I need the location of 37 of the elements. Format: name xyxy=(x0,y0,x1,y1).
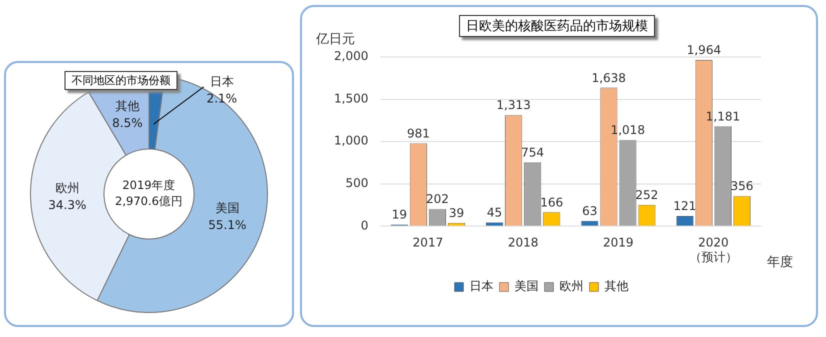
y-tick-label: 1,000 xyxy=(334,134,368,148)
y-tick-label: 0 xyxy=(360,218,368,232)
data-label: 981 xyxy=(406,126,430,140)
x-axis-title: 年度 xyxy=(767,254,793,270)
chart-title: 不同地区的市场份额 xyxy=(64,71,178,90)
y-tick-label: 500 xyxy=(345,176,368,190)
slice-label: 美国 xyxy=(215,201,240,216)
data-label: 121 xyxy=(673,199,696,214)
data-label: 39 xyxy=(448,206,464,220)
data-label: 1,313 xyxy=(496,98,531,112)
legend-label: 欧州 xyxy=(560,279,584,294)
x-tick-label: 2020 （预计） xyxy=(689,236,738,264)
data-label: 1,964 xyxy=(686,43,722,58)
data-label: 19 xyxy=(392,208,408,222)
text: 2019年度 2,970.6億円 xyxy=(115,178,183,208)
slice-label: 日本 xyxy=(210,74,234,88)
legend-label: 美国 xyxy=(514,279,538,294)
legend-label: 其他 xyxy=(604,279,628,294)
data-label: 55.1% xyxy=(208,218,246,232)
data-label: 166 xyxy=(540,195,564,210)
y-tick-label: 1,500 xyxy=(334,91,368,106)
data-label: 8.5% xyxy=(112,116,143,130)
data-label: 1,638 xyxy=(592,70,626,85)
data-label: 63 xyxy=(582,204,598,218)
chart-title: 日欧美的核酸医药品的市场规模 xyxy=(459,15,655,37)
data-label: 45 xyxy=(486,206,502,220)
data-label: 34.3% xyxy=(48,198,86,212)
x-tick-label: 2018 xyxy=(508,236,538,250)
y-axis-title: 亿日元 xyxy=(315,32,355,47)
slice-label: 欧州 xyxy=(55,180,80,195)
slice-label: 其他 xyxy=(115,98,140,113)
legend-label: 日本 xyxy=(470,279,494,294)
data-label: 252 xyxy=(635,188,658,202)
x-tick-label: 2017 xyxy=(412,236,444,250)
y-tick-label: 2,000 xyxy=(334,49,368,64)
data-label: 754 xyxy=(521,146,544,160)
x-tick-label: 2019 xyxy=(602,236,634,250)
